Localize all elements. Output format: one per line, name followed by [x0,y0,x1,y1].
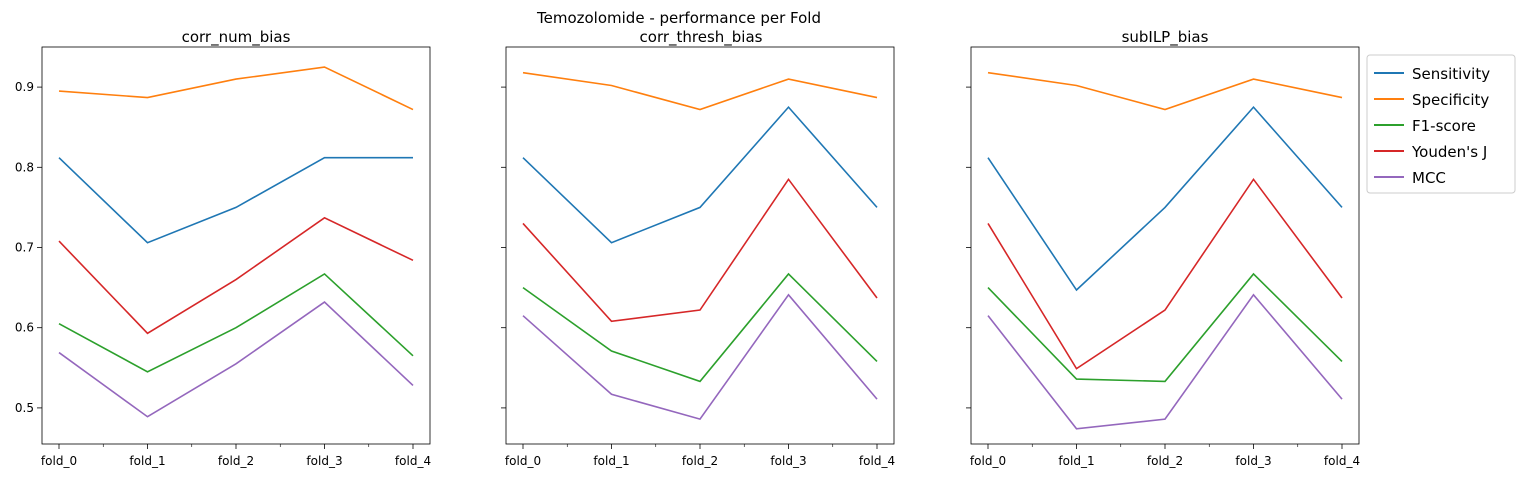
y-tick-label: 0.7 [15,241,34,255]
legend-entry: F1-score [1374,117,1476,135]
legend-entry: Youden's J [1374,143,1487,161]
axes-frame [505,46,895,445]
series-line-youden-s-j [58,216,414,335]
legend-label: Youden's J [1411,143,1487,161]
panel-title: subILP_bias [1122,28,1209,47]
legend-frame [1366,54,1516,194]
series-line-sensitivity [58,156,413,244]
series-line-specificity [987,71,1343,111]
x-tick-label: fold_1 [1058,454,1094,468]
x-tick-label: fold_4 [1324,454,1360,468]
legend-label: Specificity [1412,91,1489,109]
x-tick-label: fold_3 [770,454,806,468]
x-tick-label: fold_2 [682,454,718,468]
x-tick-label: fold_0 [505,454,541,468]
series-line-sensitivity [987,105,1343,292]
x-tick-label: fold_2 [218,454,254,468]
series-line-mcc [522,293,878,421]
x-tick-label: fold_3 [1235,454,1271,468]
panel-subilp-bias: subILP_bias fold_0 fold_1 fold_2 fold_3 fold… [966,28,1360,468]
x-tick-label: fold_4 [395,454,431,468]
panel-corr-thresh-bias: corr_thresh_bias fold_0 fold_1 fold_2 fold_… [501,28,895,468]
x-tick-label: fold_1 [129,454,165,468]
series-line-f1-score [522,272,878,383]
series-line-f1-score [58,272,414,373]
legend-entry: Sensitivity [1374,65,1490,83]
panel-corr-num-bias: corr_num_bias fold_0 fold_1 fold_2 fold_3 fo… [15,28,431,468]
x-tick-label: fold_0 [970,454,1006,468]
legend-label: Sensitivity [1412,65,1490,83]
panel-title: corr_thresh_bias [640,28,763,47]
x-tick-label: fold_1 [593,454,629,468]
panel-title: corr_num_bias [182,28,291,47]
x-tick-label: fold_0 [41,454,77,468]
axes-frame [41,46,431,445]
series-line-youden-s-j [522,177,878,323]
series-line-specificity [58,66,414,111]
series-line-mcc [58,301,414,418]
series-line-mcc [987,293,1343,430]
series-line-sensitivity [522,105,878,244]
legend-entry: Specificity [1374,91,1489,109]
y-tick-label: 0.9 [15,80,34,94]
series-line-f1-score [987,272,1343,383]
legend-label: F1-score [1412,117,1476,135]
legend: Sensitivity Specificity F1-score Youden'… [1366,54,1516,194]
x-tick-label: fold_3 [306,454,342,468]
axes-frame [970,46,1360,445]
x-tick-label: fold_4 [859,454,895,468]
x-tick-label: fold_2 [1147,454,1183,468]
y-tick-label: 0.6 [15,321,34,335]
y-tick-label: 0.8 [15,160,34,174]
series-line-specificity [522,71,878,111]
figure-title: Temozolomide - performance per Fold [536,9,821,27]
legend-entry: MCC [1374,169,1446,187]
y-tick-label: 0.5 [15,401,34,415]
legend-label: MCC [1412,169,1446,187]
